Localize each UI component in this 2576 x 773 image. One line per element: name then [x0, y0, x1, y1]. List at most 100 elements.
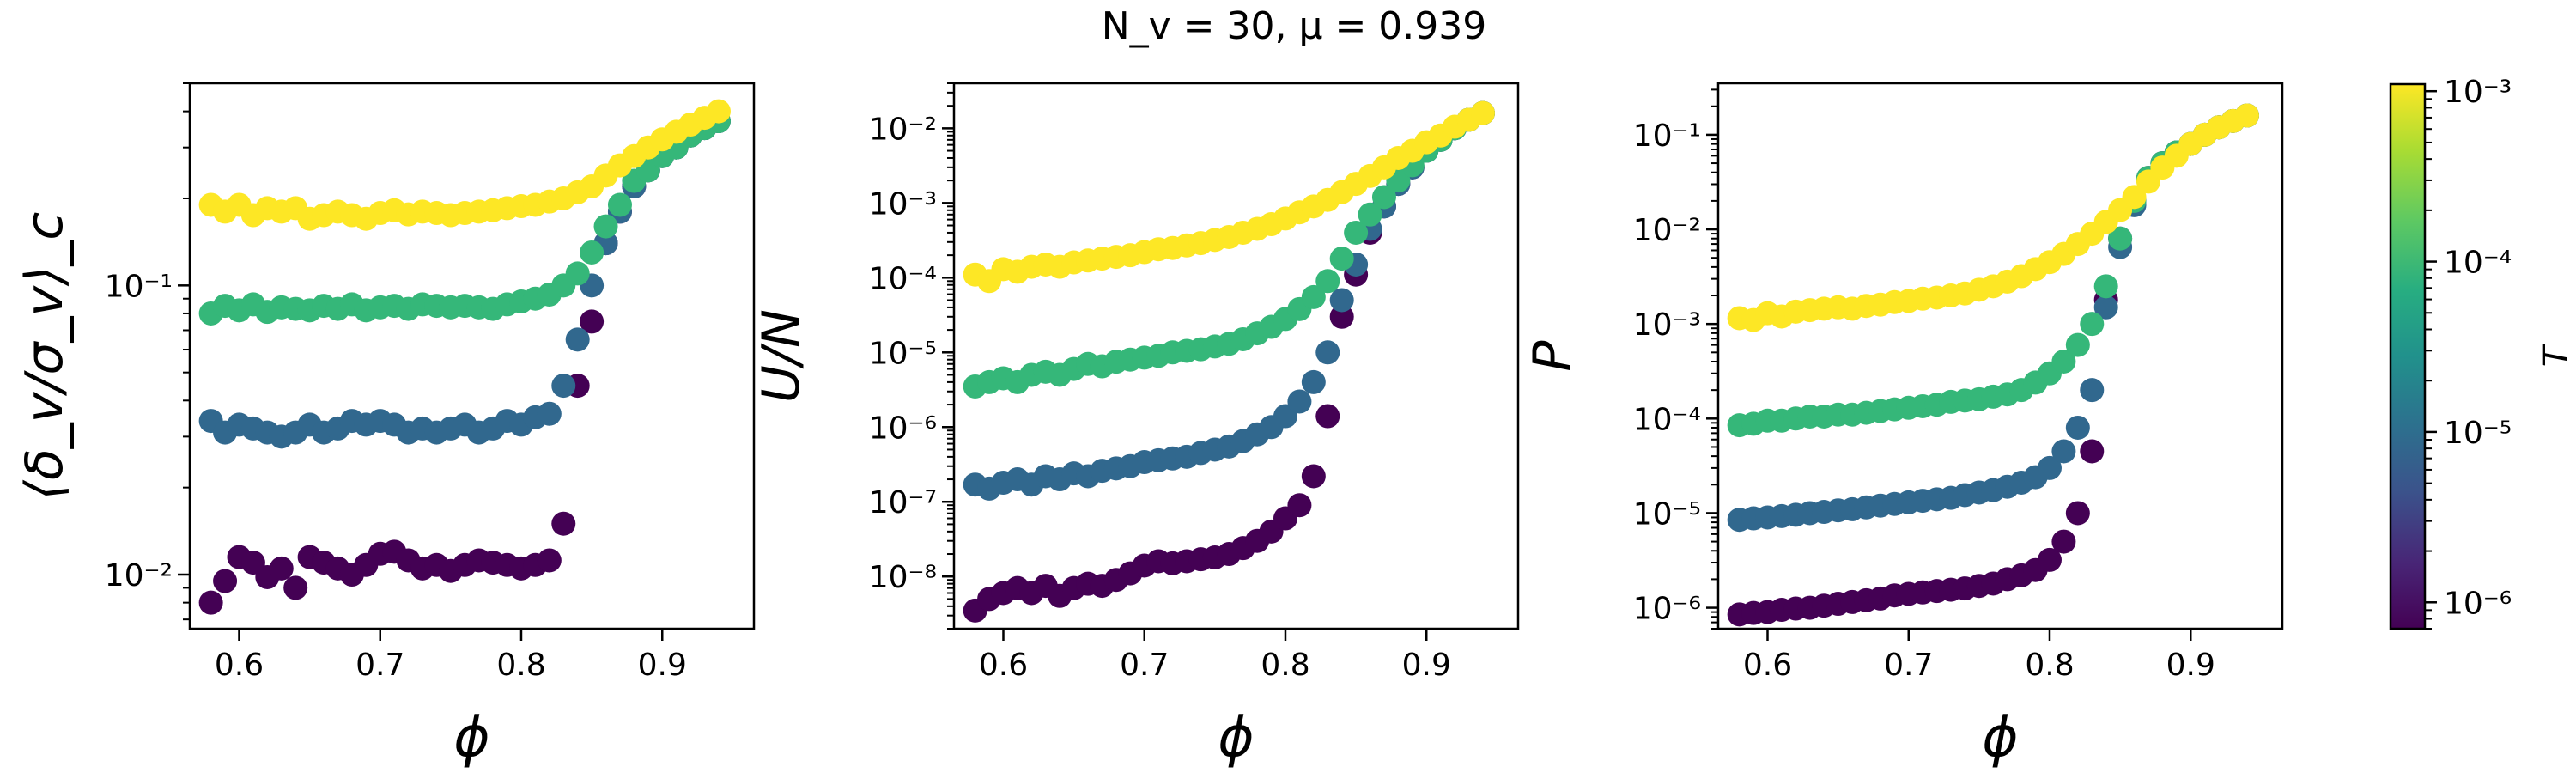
x-tick-label: 0.7 [1884, 648, 1933, 683]
y-tick-label: 10⁻⁵ [869, 336, 937, 371]
data-point [1315, 340, 1340, 365]
x-tick-label: 0.6 [1743, 648, 1792, 683]
data-point [593, 214, 618, 239]
y-tick-label: 10⁻⁴ [1633, 402, 1701, 437]
data-point [537, 401, 562, 426]
data-point [2093, 274, 2118, 299]
x-tick-label: 0.6 [979, 648, 1028, 683]
axes-frame [1716, 82, 2284, 630]
x-axis-label: ϕ [453, 706, 489, 770]
x-tick-label: 0.8 [1261, 648, 1309, 683]
y-tick-label: 10⁻³ [869, 186, 937, 222]
y-tick-label: 10⁻¹ [105, 269, 173, 304]
data-point [1315, 269, 1340, 294]
x-tick-label: 0.7 [355, 648, 404, 683]
colorbar-label: T [2537, 343, 2576, 367]
x-tick-label: 0.8 [2025, 648, 2074, 683]
y-tick-label: 10⁻² [105, 558, 173, 593]
data-point [198, 590, 223, 615]
data-point [269, 556, 294, 581]
data-point [2037, 547, 2062, 572]
data-point [2051, 529, 2076, 554]
y-tick-label: 10⁻⁵ [1633, 496, 1701, 532]
y-tick-label: 10⁻² [869, 112, 937, 147]
data-point [2065, 501, 2090, 526]
data-point [565, 261, 590, 286]
data-point [213, 569, 238, 593]
colorbar-gradient [2389, 82, 2427, 630]
y-tick-label: 10⁻³ [1633, 307, 1701, 343]
axes-frame [188, 82, 756, 630]
data-point [1301, 284, 1326, 309]
data-point [2080, 439, 2105, 464]
panel-1: 0.6 0.7 0.8 0.9 10⁻² 10⁻¹ ϕ ⟨δ_v/σ_v⟩_c [15, 82, 756, 770]
data-point [1344, 220, 1369, 245]
x-tick-label: 0.6 [215, 648, 264, 683]
x-axis-label: ϕ [1982, 706, 2018, 770]
y-tick-label: 10⁻¹ [1633, 119, 1701, 154]
data-point [1371, 185, 1396, 210]
x-tick-label: 0.7 [1120, 648, 1169, 683]
data-point [706, 99, 731, 124]
x-axis-label: ϕ [1218, 706, 1254, 770]
data-point [607, 192, 632, 217]
series-T-0.0001 [198, 109, 731, 326]
data-point [2051, 350, 2076, 374]
data-point [2108, 226, 2133, 251]
data-point [1470, 100, 1495, 125]
colorbar-tick-label: 10⁻⁵ [2444, 416, 2512, 451]
data-point [2065, 332, 2090, 357]
data-point [551, 511, 576, 536]
data-point [565, 327, 590, 352]
x-tick-label: 0.9 [2166, 648, 2215, 683]
data-point [1329, 304, 1354, 329]
colorbar-tick-label: 10⁻³ [2444, 75, 2512, 110]
y-tick-label: 10⁻⁸ [869, 560, 937, 595]
data-point [537, 548, 562, 573]
plot-panels: 0.6 0.7 0.8 0.910⁻²10⁻¹ϕ⟨δ_v/σ_v⟩_c0.6 0.7 0.… [15, 82, 2284, 770]
data-point [2080, 378, 2105, 403]
data-point [1315, 404, 1340, 429]
data-point [2065, 415, 2090, 440]
x-tick-label: 0.8 [496, 648, 545, 683]
axes-frame [952, 82, 1520, 630]
colorbar-ticks: 10⁻⁶ 10⁻⁵ 10⁻⁴ 10⁻³ [2425, 75, 2512, 630]
series-T-0.000001 [198, 109, 731, 615]
data-point [2122, 185, 2147, 210]
data-point [1358, 202, 1382, 227]
x-tick-label: 0.9 [1402, 648, 1451, 683]
panel-2: 0.6 0.7 0.8 0.9 10⁻⁸ 10⁻⁷ 10⁻⁶ 10⁻⁵ 10⁻⁴ 10⁻³ 10⁻²… [751, 82, 1520, 770]
y-tick-label: 10⁻⁶ [1633, 592, 1701, 627]
data-point [1301, 464, 1326, 489]
data-point [580, 240, 605, 265]
data-point [283, 575, 308, 600]
data-point [2037, 455, 2062, 480]
data-point [2051, 439, 2076, 464]
panel-3: 0.6 0.7 0.8 0.9 10⁻⁶ 10⁻⁵ 10⁻⁴ 10⁻³ 10⁻² 10⁻¹ ϕ P [1522, 82, 2284, 770]
data-point [1301, 369, 1326, 394]
series-T-0.001 [963, 100, 1495, 294]
series-T-0.0001 [1727, 103, 2259, 438]
y-tick-label: 10⁻⁶ [869, 411, 937, 446]
colorbar: 10⁻⁶ 10⁻⁵ 10⁻⁴ 10⁻³ T [2389, 75, 2576, 630]
series-T-0.000001 [1727, 103, 2259, 627]
y-tick-label: 10⁻⁴ [869, 261, 937, 296]
data-point [580, 309, 605, 334]
series-T-0.00001 [198, 109, 731, 449]
data-point [551, 374, 576, 399]
y-axis-label: U/N [751, 309, 811, 403]
data-point [1329, 288, 1354, 313]
series-T-0.001 [1727, 103, 2259, 332]
x-tick-label: 0.9 [638, 648, 687, 683]
data-point [1287, 389, 1312, 414]
colorbar-tick-label: 10⁻⁴ [2444, 246, 2512, 281]
y-tick-label: 10⁻² [1633, 213, 1701, 248]
data-point [1329, 247, 1354, 271]
colorbar-tick-label: 10⁻⁶ [2444, 586, 2512, 621]
figure-title: N_v = 30, μ = 0.939 [1102, 4, 1487, 48]
data-point [2080, 312, 2105, 337]
data-point [2093, 295, 2118, 320]
y-tick-label: 10⁻⁷ [869, 485, 937, 520]
series-T-0.001 [198, 99, 731, 231]
